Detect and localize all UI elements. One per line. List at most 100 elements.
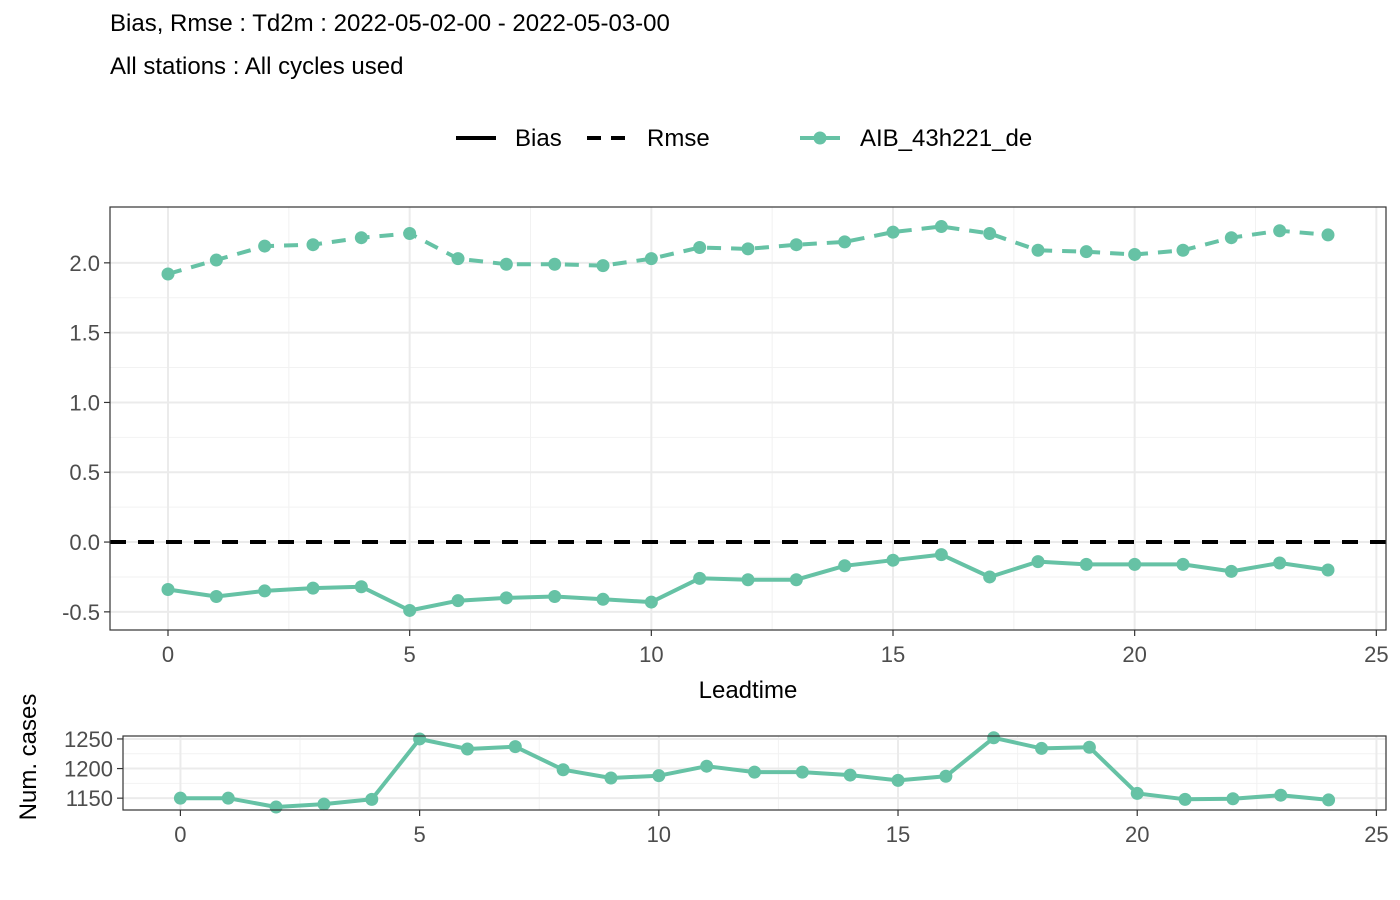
cases-series-point [1226, 792, 1240, 806]
main-y-tick-label: 2.0 [69, 251, 100, 276]
main-panel-border [109, 206, 1387, 631]
cases-series-point [939, 769, 953, 783]
main-bias-point [1176, 557, 1190, 571]
main-rmse-point [693, 240, 707, 254]
main-y-tick-label: 1.5 [69, 321, 100, 346]
legend-model-key-point [813, 131, 827, 145]
main-x-tick-label: 25 [1364, 642, 1388, 667]
main-rmse-point [258, 239, 272, 253]
cases-series-point [317, 797, 331, 811]
cases-panel-border [122, 735, 1387, 811]
main-rmse-point [934, 220, 948, 234]
cases-series-point [413, 732, 427, 746]
chart-title: Bias, Rmse : Td2m : 2022-05-02-00 - 2022… [110, 10, 670, 37]
main-bias-point [403, 603, 417, 617]
main-rmse-point [886, 225, 900, 239]
main-bias-point [1273, 556, 1287, 570]
cases-series-point [269, 800, 283, 814]
main-rmse-point [983, 227, 997, 241]
main-rmse-point [741, 242, 755, 256]
main-rmse-point [1079, 245, 1093, 259]
cases-x-tick-label: 5 [413, 822, 425, 847]
chart-subtitle: All stations : All cycles used [110, 53, 404, 80]
cases-series-point [365, 792, 379, 806]
cases-series-point [1035, 741, 1049, 755]
main-y-tick-label: 0.5 [69, 460, 100, 485]
cases-x-tick-label: 20 [1125, 822, 1149, 847]
main-plot-background [110, 207, 1386, 630]
main-bias-point [1079, 557, 1093, 571]
main-bias-point [1224, 564, 1238, 578]
main-rmse-point [789, 238, 803, 252]
main-rmse-point [1176, 243, 1190, 257]
main-bias-point [1128, 557, 1142, 571]
main-y-tick-label: 0.0 [69, 530, 100, 555]
main-bias-point [209, 589, 223, 603]
main-bias-point [306, 581, 320, 595]
cases-x-tick-label: 25 [1364, 822, 1388, 847]
cases-series-point [1274, 788, 1288, 802]
cases-series-point [987, 731, 1001, 745]
main-bias-point [548, 589, 562, 603]
main-bias-point [1031, 555, 1045, 569]
main-bias-point [741, 573, 755, 587]
cases-series-point [652, 769, 666, 783]
legend-rmse-label: Rmse [647, 125, 710, 152]
main-x-tick-label: 15 [881, 642, 905, 667]
cases-y-tick-label: 1250 [64, 727, 113, 752]
main-rmse-point [1224, 231, 1238, 245]
main-bias-point [886, 553, 900, 567]
main-rmse-point [1031, 243, 1045, 257]
cases-y-tick-label: 1150 [66, 786, 113, 811]
main-rmse-point [1321, 228, 1335, 242]
cases-x-tick-label: 10 [647, 822, 671, 847]
cases-x-tick-label: 0 [174, 822, 186, 847]
main-bias-point [499, 591, 513, 605]
cases-series-point [1082, 740, 1096, 754]
main-y-tick-label: -0.5 [62, 600, 100, 625]
main-rmse-point [403, 227, 417, 241]
main-x-axis-title: Leadtime [699, 677, 798, 704]
cases-series-point [891, 773, 905, 787]
main-bias-point [258, 584, 272, 598]
main-rmse-point [1273, 224, 1287, 238]
main-rmse-point [499, 257, 513, 271]
main-bias-point [644, 595, 658, 609]
cases-series-point [795, 765, 809, 779]
main-y-tick-label: 1.0 [69, 390, 100, 415]
cases-y-tick-label: 1200 [64, 757, 113, 782]
cases-series-point [460, 742, 474, 756]
legend-bias-label: Bias [515, 125, 562, 152]
cases-series-point [748, 765, 761, 779]
main-rmse-point [161, 267, 175, 281]
cases-series-point [604, 771, 618, 785]
cases-series-point [556, 763, 570, 777]
cases-x-tick-label: 15 [886, 822, 910, 847]
main-bias-point [983, 570, 997, 584]
cases-series-point [221, 791, 235, 805]
main-rmse-point [838, 235, 852, 249]
main-x-tick-label: 5 [404, 642, 416, 667]
main-rmse-point [354, 231, 368, 245]
cases-series-point [1322, 793, 1336, 807]
main-bias-point [789, 573, 803, 587]
main-rmse-point [644, 252, 658, 266]
main-bias-point [934, 548, 948, 562]
main-rmse-point [596, 259, 610, 273]
cases-series-point [1178, 792, 1192, 806]
main-rmse-point [1128, 247, 1142, 261]
main-bias-point [354, 580, 368, 594]
main-rmse-point [548, 257, 562, 271]
main-x-tick-label: 10 [639, 642, 663, 667]
cases-series-point [173, 791, 187, 805]
cases-y-axis-title: Num. cases [15, 694, 42, 821]
cases-series-point [700, 759, 714, 773]
main-bias-point [693, 571, 707, 585]
cases-series-point [843, 768, 857, 782]
main-x-tick-label: 20 [1122, 642, 1146, 667]
main-bias-point [451, 594, 465, 608]
main-bias-point [596, 592, 610, 606]
main-x-tick-label: 0 [162, 642, 174, 667]
main-bias-point [161, 583, 175, 597]
